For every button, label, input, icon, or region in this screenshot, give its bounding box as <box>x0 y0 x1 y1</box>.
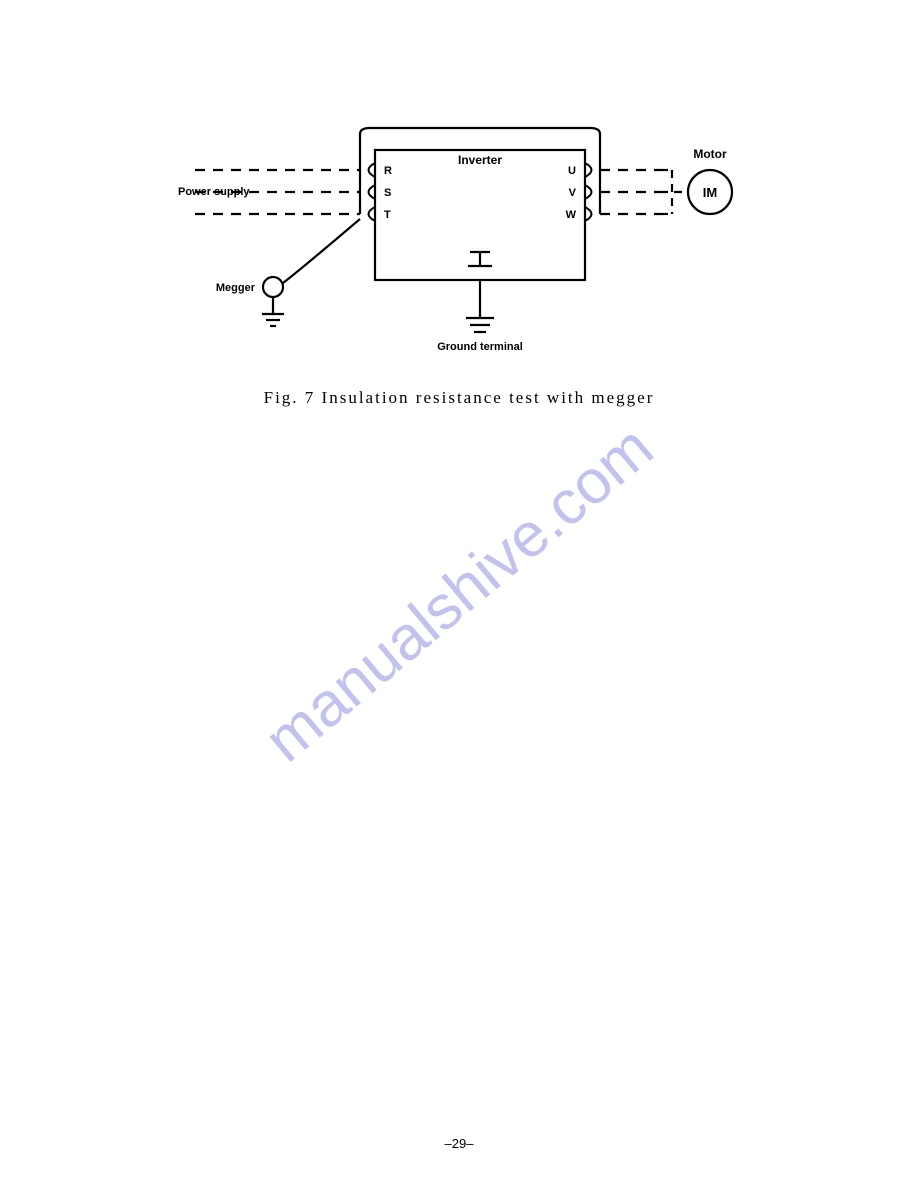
motor-title-label: Motor <box>693 147 727 161</box>
terminal-label-u: U <box>568 165 576 177</box>
terminal-label-r: R <box>384 165 392 177</box>
watermark: manualshive.com <box>251 412 666 776</box>
terminal-label-s: S <box>384 187 391 199</box>
power-supply-label: Power supply <box>178 186 250 198</box>
inverter-label: Inverter <box>458 153 502 167</box>
motor-inside-label: IM <box>703 185 717 200</box>
terminal-label-v: V <box>569 187 577 199</box>
megger-label: Megger <box>216 282 256 294</box>
terminal-label-w: W <box>566 209 577 221</box>
terminal-label-t: T <box>384 209 391 221</box>
page-number: –29– <box>0 1136 918 1151</box>
megger-circle <box>263 277 283 297</box>
top-loop <box>360 128 600 214</box>
megger-lead <box>283 219 360 283</box>
schematic-diagram: Inverter R S T U V W Power supply Motor … <box>0 0 918 400</box>
ground-terminal-label: Ground terminal <box>437 341 523 353</box>
figure-caption: Fig. 7 Insulation resistance test with m… <box>0 388 918 408</box>
page: Inverter R S T U V W Power supply Motor … <box>0 0 918 1188</box>
